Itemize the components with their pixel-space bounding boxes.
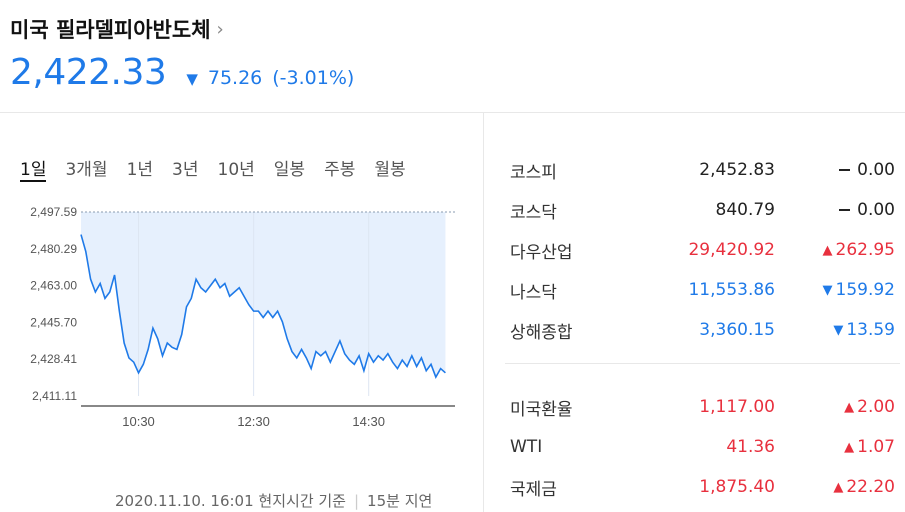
tab-7[interactable]: 월봉 <box>374 160 406 180</box>
market-change: 0.00 <box>775 200 895 220</box>
market-row[interactable]: 코스닥 840.79 0.00 <box>510 190 895 230</box>
y-tick-label: 2,411.11 <box>32 389 77 403</box>
tab-3[interactable]: 3년 <box>172 160 199 180</box>
market-name: 코스닥 <box>510 202 557 223</box>
change-value: 75.26 <box>207 67 263 89</box>
flat-dash-icon <box>839 209 851 211</box>
market-change-value: 13.59 <box>846 320 895 340</box>
market-change: ▲ 22.20 <box>775 477 895 497</box>
market-value: 2,452.83 <box>699 160 775 180</box>
market-name: 코스피 <box>510 162 557 183</box>
market-list-indices: 코스피 2,452.83 0.00 코스닥 840.79 0.00 다우산업 29,420.9… <box>510 150 895 350</box>
up-triangle-icon: ▲ <box>822 242 833 258</box>
down-triangle-icon: ▼ <box>833 322 844 338</box>
chart-footer: 2020.11.10. 16:01 현지시간 기준 | 15분 지연 <box>115 490 432 511</box>
x-tick-label: 12:30 <box>237 414 270 429</box>
y-tick-label: 2,497.59 <box>30 205 77 219</box>
divider <box>0 112 905 113</box>
index-title-text: 미국 필라델피아반도체 <box>10 18 211 42</box>
market-name: 다우산업 <box>510 242 573 263</box>
footer-separator: | <box>353 491 360 510</box>
y-tick-label: 2,445.70 <box>30 315 77 329</box>
chart-svg: 2,497.59 2,480.29 2,463.00 2,445.70 2,428.41… <box>30 205 455 429</box>
market-change-value: 22.20 <box>846 477 895 497</box>
market-change: ▼ 159.92 <box>775 280 895 300</box>
market-row[interactable]: 나스닥 11,553.86 ▼ 159.92 <box>510 270 895 310</box>
down-triangle-icon: ▼ <box>822 282 833 298</box>
y-tick-label: 2,428.41 <box>30 352 77 366</box>
index-chart: 2,497.59 2,480.29 2,463.00 2,445.70 2,428.41… <box>15 200 475 444</box>
timestamp: 2020.11.10. 16:01 현지시간 기준 <box>115 492 346 510</box>
market-row[interactable]: WTI 41.36 ▲ 1.07 <box>510 427 895 467</box>
period-tabs: 1일 3개월 1년 3년 10년 일봉 주봉 월봉 <box>20 155 425 182</box>
chart-series-line <box>80 234 446 379</box>
market-row[interactable]: 다우산업 29,420.92 ▲ 262.95 <box>510 230 895 270</box>
market-value: 11,553.86 <box>688 280 775 300</box>
market-change-value: 2.00 <box>857 397 895 417</box>
up-triangle-icon: ▲ <box>833 479 844 495</box>
market-change: 0.00 <box>775 160 895 180</box>
market-name: 상해종합 <box>510 322 573 343</box>
chevron-right-icon: › <box>216 18 224 40</box>
delay-note: 15분 지연 <box>367 492 433 510</box>
flat-dash-icon <box>839 169 851 171</box>
down-triangle-icon: ▼ <box>186 70 198 88</box>
market-change-value: 0.00 <box>857 160 895 180</box>
market-value: 1,117.00 <box>699 397 775 417</box>
x-tick-label: 10:30 <box>122 414 155 429</box>
up-triangle-icon: ▲ <box>844 439 855 455</box>
market-change: ▼ 13.59 <box>775 320 895 340</box>
market-name: 나스닥 <box>510 282 557 303</box>
market-value: 3,360.15 <box>699 320 775 340</box>
market-name: WTI <box>510 437 543 457</box>
market-change-value: 159.92 <box>835 280 895 300</box>
divider <box>483 112 484 512</box>
tab-1[interactable]: 3개월 <box>65 160 108 180</box>
market-name: 국제금 <box>510 479 557 500</box>
market-value: 1,875.40 <box>699 477 775 497</box>
y-tick-label: 2,463.00 <box>30 279 77 293</box>
market-value: 41.36 <box>726 437 775 457</box>
price-change: ▼ 75.26 (-3.01%) <box>186 67 354 89</box>
market-row[interactable]: 코스피 2,452.83 0.00 <box>510 150 895 190</box>
market-name: 미국환율 <box>510 399 573 420</box>
market-list-commodities: 미국환율 1,117.00 ▲ 2.00 WTI 41.36 ▲ 1.07 국제금 1,875.4… <box>510 387 895 507</box>
market-change: ▲ 1.07 <box>775 437 895 457</box>
current-price: 2,422.33 <box>10 52 167 93</box>
tab-0[interactable]: 1일 <box>20 155 47 182</box>
market-row[interactable]: 미국환율 1,117.00 ▲ 2.00 <box>510 387 895 427</box>
tab-6[interactable]: 주봉 <box>324 160 356 180</box>
y-tick-label: 2,480.29 <box>30 242 77 256</box>
market-change-value: 1.07 <box>857 437 895 457</box>
market-change-value: 262.95 <box>835 240 895 260</box>
market-row[interactable]: 상해종합 3,360.15 ▼ 13.59 <box>510 310 895 350</box>
x-tick-label: 14:30 <box>352 414 385 429</box>
change-percent: (-3.01%) <box>272 67 355 89</box>
chart-area-fill <box>81 212 446 378</box>
market-change: ▲ 2.00 <box>775 397 895 417</box>
up-triangle-icon: ▲ <box>844 399 855 415</box>
price-row: 2,422.33 ▼ 75.26 (-3.01%) <box>10 52 354 93</box>
tab-4[interactable]: 10년 <box>217 160 255 180</box>
index-title[interactable]: 미국 필라델피아반도체 › <box>10 14 224 44</box>
market-value: 840.79 <box>715 200 775 220</box>
tab-5[interactable]: 일봉 <box>273 160 306 180</box>
divider <box>505 363 900 364</box>
market-change-value: 0.00 <box>857 200 895 220</box>
tab-2[interactable]: 1년 <box>126 160 154 180</box>
market-change: ▲ 262.95 <box>775 240 895 260</box>
market-value: 29,420.92 <box>688 240 775 260</box>
market-row[interactable]: 국제금 1,875.40 ▲ 22.20 <box>510 467 895 507</box>
